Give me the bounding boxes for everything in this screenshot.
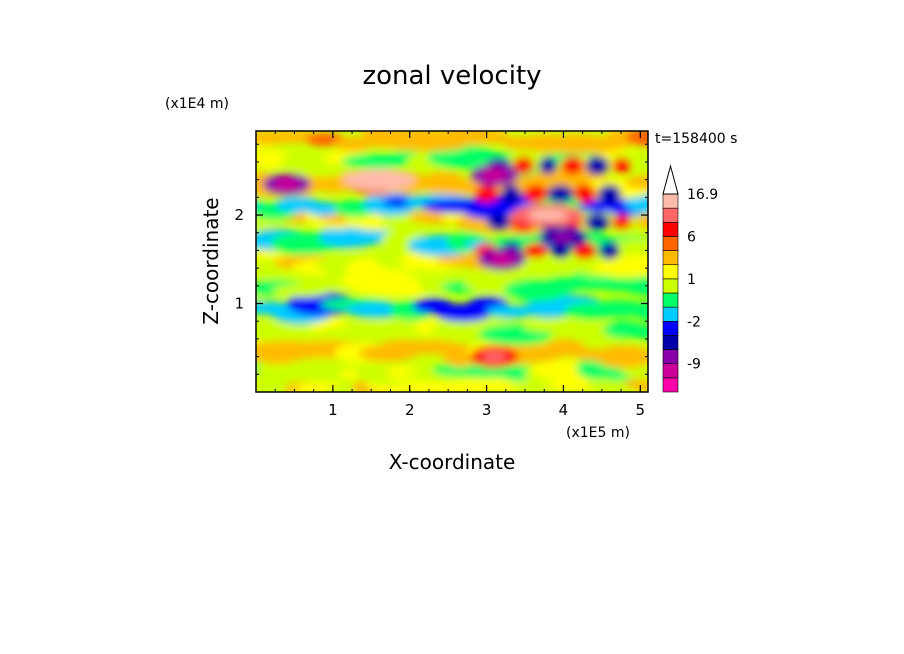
y-unit-label: (x1E4 m) <box>165 96 229 112</box>
field-cell <box>624 174 648 190</box>
field-cell <box>620 275 648 296</box>
wave-cell <box>474 185 499 203</box>
colorbar-label: -2 <box>687 314 701 330</box>
x-unit-label: (x1E5 m) <box>566 425 630 441</box>
wave-cell <box>612 157 632 174</box>
colorbar-swatch <box>662 320 679 336</box>
colorbar-swatch <box>662 292 679 308</box>
colorbar-swatch <box>662 278 679 294</box>
x-tick-label: 5 <box>636 401 646 419</box>
wave-cell <box>597 184 622 204</box>
colorbar-swatch <box>662 236 679 251</box>
field-cell <box>632 301 648 321</box>
field-extremum-core <box>482 350 507 363</box>
colorbar-swatch <box>662 221 679 237</box>
colorbar-label: 16.9 <box>687 187 718 203</box>
field-extremum-core <box>551 231 576 244</box>
colorbar-swatch <box>662 349 679 365</box>
field-cell <box>610 254 648 273</box>
colorbar-extend-arrow <box>662 164 679 195</box>
field-cell <box>621 350 648 363</box>
colorbar-swatch <box>662 207 679 223</box>
colorbar-swatch <box>662 264 679 280</box>
colorbar-swatch <box>662 363 679 379</box>
wave-cell <box>573 241 597 260</box>
field-extremum-core <box>482 169 507 182</box>
wave-cell <box>501 184 521 204</box>
wave-cell <box>585 155 610 176</box>
wave-cell <box>561 156 585 175</box>
plot-frame <box>255 130 649 393</box>
y-axis: 12 <box>234 143 648 375</box>
colorbar-swatch <box>662 193 679 209</box>
colorbar-label: 1 <box>687 272 696 288</box>
field-cell <box>590 299 647 317</box>
colorbar-label: -9 <box>687 357 701 373</box>
x-axis-label: X-coordinate <box>389 450 516 474</box>
wave-cell <box>523 184 548 204</box>
wave-cell <box>547 184 574 203</box>
wave-cell <box>611 214 632 230</box>
field-extremum-core <box>528 209 569 222</box>
x-tick-label: 2 <box>405 401 415 419</box>
wave-cell <box>573 184 597 204</box>
field-cell <box>626 131 648 148</box>
y-axis-label: Z-coordinate <box>199 197 223 324</box>
field-cell <box>622 324 648 340</box>
wave-cell <box>523 242 548 258</box>
field-cell <box>635 214 648 229</box>
plot-area <box>256 131 648 392</box>
chart-title: zonal velocity <box>362 61 541 91</box>
field-cell <box>304 201 343 217</box>
wave-cell <box>486 213 511 231</box>
field-cell <box>345 301 407 319</box>
colorbar-label: 6 <box>687 229 696 245</box>
field-cell <box>471 131 511 144</box>
colorbar-swatch <box>662 250 679 266</box>
colorbar: 16.9 6 1 -2 -9 <box>662 164 718 393</box>
x-tick-label: 3 <box>482 401 492 419</box>
field-cell <box>610 238 648 252</box>
field-extremum-core <box>274 178 299 191</box>
field-cell <box>543 339 587 357</box>
x-tick-label: 4 <box>559 401 569 419</box>
wave-cell <box>599 241 620 260</box>
x-tick-label: 1 <box>328 401 338 419</box>
field-cell <box>515 258 563 277</box>
x-axis: 1 2 3 4 5 <box>274 131 646 419</box>
wave-cell <box>538 156 558 175</box>
colorbar-swatch <box>662 306 679 322</box>
time-label: t=158400 s <box>655 131 737 147</box>
field-cell <box>276 368 331 382</box>
field-extremum-core <box>489 253 514 266</box>
colorbar-swatch <box>662 377 679 393</box>
y-tick-label: 1 <box>234 295 244 313</box>
wave-cell <box>584 213 610 231</box>
wave-cell <box>513 156 534 175</box>
field-extremum-core <box>358 173 399 186</box>
colorbar-swatch <box>662 335 679 350</box>
y-tick-label: 2 <box>234 206 244 224</box>
